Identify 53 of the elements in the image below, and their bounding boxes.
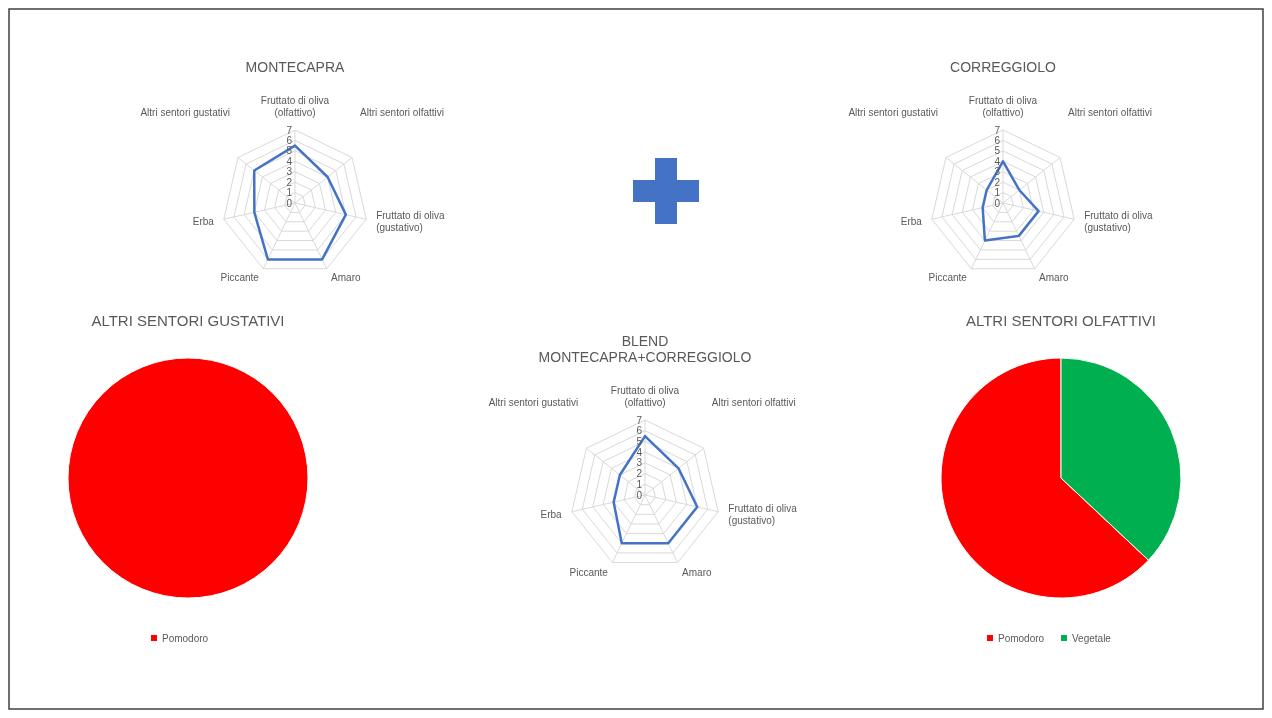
y-tick-label: 4 [286,155,293,167]
spoke-label: Piccante [928,272,968,284]
spoke-label: Erba [900,216,923,228]
y-tick-label: 5 [286,145,293,157]
chart-title: ALTRI SENTORI OLFATTIVI [965,312,1157,329]
spoke-label: Fruttato di oliva (gustativo) [376,210,445,234]
spoke-label: Altri sentori olfattivi [360,107,444,118]
chart-title: MONTECAPRA [245,59,346,75]
y-tick-label: 1 [994,187,1001,199]
y-tick-label: 4 [994,155,1001,167]
y-tick-label: 0 [994,197,1001,209]
chart-title: BLEND MONTECAPRA+CORREGGIOLO [538,333,752,365]
y-tick-label: 5 [636,435,643,447]
spoke-label: Fruttato di oliva (olfattivo) [968,95,1038,118]
y-tick-label: 3 [994,166,1001,178]
y-tick-label: 3 [636,457,643,469]
spoke-label: Erba [192,216,215,228]
spoke-label: Altri sentori gustativi [488,397,579,408]
y-tick-label: 2 [286,176,293,188]
spoke-label: Erba [540,508,563,520]
y-tick-label: 6 [636,425,643,437]
y-tick-label: 1 [286,187,293,199]
y-tick-label: 2 [994,176,1001,188]
spoke-label: Altri sentori gustativi [848,107,938,118]
spoke-label: Piccante [569,566,609,578]
spoke-label: Altri sentori olfattivi [1068,107,1152,118]
spoke-label: Altri sentori gustativi [140,107,230,118]
spoke-label: Fruttato di oliva (gustativo) [1084,210,1153,234]
spoke-label: Altri sentori olfattivi [711,397,796,408]
y-tick-label: 3 [286,166,293,178]
y-tick-label: 7 [636,414,643,426]
y-tick-label: 6 [286,134,293,146]
spoke-label: Amaro [1039,272,1069,284]
y-tick-label: 7 [994,124,1001,136]
y-tick-label: 4 [636,446,643,458]
legend-label: Pomodoro [162,632,209,644]
y-tick-label: 1 [636,478,643,490]
y-tick-label: 7 [286,124,293,136]
spoke-label: Amaro [331,272,361,284]
spoke-label: Piccante [220,272,260,284]
spoke-label: Fruttato di oliva (gustativo) [728,502,798,526]
y-tick-label: 0 [286,197,293,209]
legend-label: Vegetale [1072,632,1112,644]
y-tick-label: 2 [636,468,643,480]
spoke-label: Fruttato di oliva (olfattivo) [610,385,680,408]
spoke-label: Fruttato di oliva (olfattivo) [260,95,330,118]
chart-title: ALTRI SENTORI GUSTATIVI [91,312,285,329]
y-tick-label: 5 [994,145,1001,157]
legend-label: Pomodoro [998,632,1045,644]
spoke-label: Amaro [682,566,712,578]
chart-title: CORREGGIOLO [950,59,1056,75]
y-tick-label: 0 [636,489,643,501]
y-tick-label: 6 [994,134,1001,146]
